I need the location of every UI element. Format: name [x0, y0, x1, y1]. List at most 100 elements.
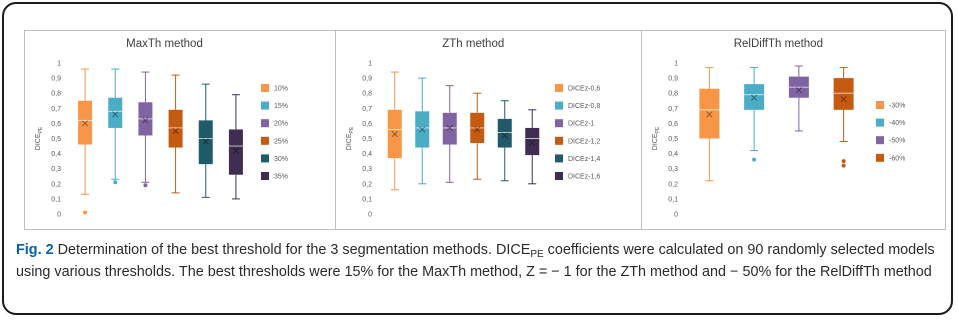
box-series-5 — [497, 100, 512, 182]
figure-label: Fig. 2 — [16, 242, 54, 258]
mean-marker — [172, 127, 179, 135]
figure-caption: Fig. 2 Determination of the best thresho… — [16, 239, 941, 283]
y-axis-label: DICEPE — [652, 126, 661, 150]
y-tick-label: 0,9 — [362, 76, 372, 83]
y-tick-label: 0,5 — [51, 136, 61, 143]
outlier-point — [841, 163, 846, 168]
mean-marker — [81, 120, 89, 127]
box-series-4 — [470, 92, 485, 180]
mean-marker — [232, 147, 240, 154]
y-tick-label: 0,2 — [668, 181, 678, 188]
legend-label: 35% — [274, 174, 288, 181]
y-tick-label: 0,6 — [362, 121, 372, 128]
legend-label: DICEz-1,2 — [568, 138, 600, 145]
legend-label: -60% — [889, 155, 905, 162]
y-tick-label: 0,6 — [51, 121, 61, 128]
legend-swatch — [876, 101, 884, 109]
mean-marker — [474, 126, 481, 133]
y-tick-label: 0,9 — [51, 76, 61, 83]
legend-swatch — [555, 84, 563, 92]
mean-marker — [840, 96, 847, 103]
mean-marker — [112, 111, 119, 118]
panel-divider — [641, 31, 642, 229]
y-tick-label: 0 — [57, 212, 61, 219]
y-axis-label: DICEPE — [35, 126, 44, 150]
legend-label: DICEz-0,8 — [568, 103, 600, 110]
legend-swatch — [261, 84, 269, 92]
mean-marker — [795, 87, 802, 94]
y-tick-label: 0,2 — [51, 181, 61, 188]
box-body — [198, 120, 213, 165]
mean-marker — [142, 117, 149, 124]
outlier-point — [83, 210, 88, 215]
legend-swatch — [876, 136, 884, 145]
y-tick-label: 0,8 — [668, 91, 678, 98]
legend-label: 10% — [274, 86, 288, 93]
mean-marker — [751, 94, 758, 101]
legend-swatch — [555, 101, 563, 110]
legend-swatch — [261, 119, 269, 128]
legend-label: DICEz-1,6 — [568, 174, 600, 181]
y-tick-label: 0,4 — [362, 151, 372, 158]
box-series-1 — [387, 71, 402, 191]
legend-label: -40% — [889, 120, 905, 127]
outlier-point — [143, 183, 148, 188]
outlier-point — [841, 159, 846, 164]
y-tick-label: 1 — [368, 61, 372, 68]
y-tick-label: 0,8 — [362, 91, 372, 98]
box-series-4 — [168, 74, 183, 194]
y-tick-label: 0,3 — [362, 166, 372, 173]
box-series-6 — [525, 109, 540, 185]
box-series-1 — [78, 68, 93, 215]
charts-row: MaxTh method 0 0,1 0,2 0,3 0,4 0,5 0,6 0,7 0,8 0,9… — [24, 30, 946, 230]
legend-swatch — [555, 154, 563, 163]
box-series-3 — [788, 65, 809, 132]
box-body — [168, 109, 183, 148]
y-tick-label: 1 — [674, 61, 678, 68]
legend-label: -30% — [889, 103, 905, 110]
box-body — [415, 111, 430, 148]
outlier-point — [113, 180, 118, 185]
y-tick-label: 0,1 — [51, 196, 61, 203]
caption-text-part-1: Determination of the best threshold for … — [53, 242, 531, 258]
y-tick-label: 0,5 — [362, 136, 372, 143]
legend-label: 20% — [274, 121, 288, 128]
box-body — [699, 88, 720, 139]
box-body — [497, 118, 512, 148]
reldiffth-boxplot-chart: RelDiffTh method 0 0,1 0,2 0,3 0,4 0,5 0,6 0,7 0,… — [652, 38, 905, 219]
box-body — [228, 129, 243, 175]
legend-swatch — [876, 153, 884, 162]
box-body — [78, 100, 93, 145]
box-body — [744, 84, 765, 110]
y-tick-label: 0 — [674, 212, 678, 219]
legend-label: 30% — [274, 156, 288, 163]
box-body — [833, 78, 854, 110]
chart-title: ZTh method — [442, 38, 504, 50]
panel-divider — [335, 31, 336, 229]
y-tick-label: 0,7 — [362, 106, 372, 113]
box-series-2 — [744, 67, 765, 162]
box-series-5 — [198, 83, 213, 198]
caption-text-part-2: coefficients were calculated on 90 rando… — [16, 242, 935, 280]
box-series-3 — [442, 85, 457, 183]
mean-marker — [202, 138, 209, 145]
box-body — [442, 112, 457, 145]
mean-marker — [501, 132, 508, 139]
maxth-boxplot-chart: MaxTh method 0 0,1 0,2 0,3 0,4 0,5 0,6 0,7 0,8 0,9… — [35, 38, 288, 219]
box-series-1 — [699, 67, 720, 182]
y-tick-label: 0,7 — [668, 106, 678, 113]
legend-swatch — [261, 154, 269, 163]
y-tick-label: 0 — [368, 212, 372, 219]
mean-marker — [706, 111, 713, 118]
chart-title: MaxTh method — [126, 38, 203, 50]
chart-panel-reldiffth: RelDiffTh method 0 0,1 0,2 0,3 0,4 0,5 0,6 0,7 0,… — [642, 31, 945, 229]
mean-marker — [391, 130, 398, 138]
y-tick-label: 0,3 — [51, 166, 61, 173]
chart-title: RelDiffTh method — [734, 38, 823, 50]
y-tick-label: 0,3 — [668, 166, 678, 173]
zth-boxplot-chart: ZTh method 0 0,1 0,2 0,3 0,4 0,5 0,6 0,7 0,8 0,9 1 D… — [346, 38, 600, 219]
legend-label: -50% — [889, 138, 905, 145]
y-tick-label: 0,7 — [51, 106, 61, 113]
y-tick-label: 0,4 — [51, 151, 61, 158]
legend-swatch — [261, 136, 269, 145]
